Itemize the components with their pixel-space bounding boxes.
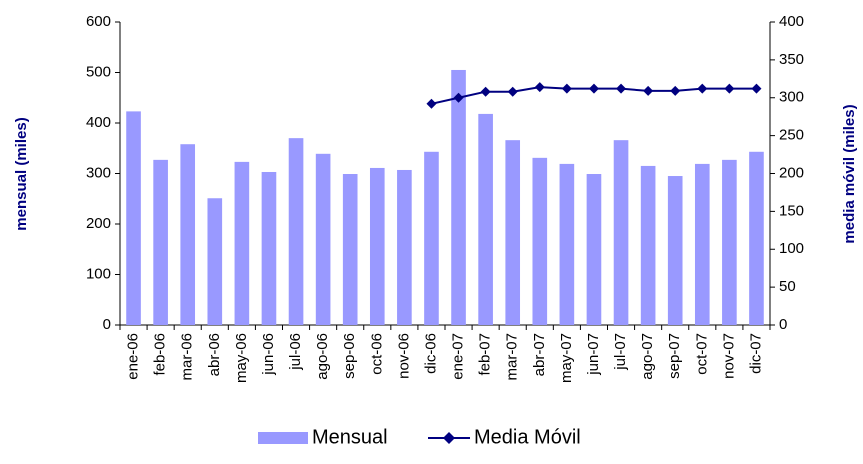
marker	[507, 86, 518, 97]
bar	[532, 157, 548, 325]
bar	[505, 140, 521, 325]
y-tick-label: 500	[86, 63, 111, 80]
x-tick-label: feb-06	[152, 333, 169, 376]
y2-tick-label: 200	[779, 164, 804, 181]
x-tick-label: mar-06	[179, 333, 196, 381]
x-tick-label: dic-06	[422, 333, 439, 374]
y-tick-label: 600	[86, 13, 111, 30]
bar	[288, 138, 304, 325]
marker	[588, 83, 599, 94]
marker	[724, 83, 735, 94]
bar	[722, 159, 737, 325]
bar	[640, 165, 656, 325]
bar	[126, 111, 141, 325]
x-tick-label: may-06	[233, 333, 250, 383]
y-tick-label: 400	[86, 114, 111, 131]
legend-swatch	[258, 432, 308, 444]
x-tick-label: abr-06	[206, 333, 223, 376]
x-tick-label: may-07	[558, 333, 575, 383]
y2-tick-label: 250	[779, 127, 804, 144]
y-tick-label: 200	[86, 215, 111, 232]
y2-tick-label: 400	[779, 13, 804, 30]
x-tick-label: mar-07	[504, 333, 521, 381]
y2-tick-label: 50	[779, 278, 796, 295]
y2-tick-label: 150	[779, 202, 804, 219]
x-tick-label: oct-07	[693, 333, 710, 375]
marker	[670, 85, 681, 96]
legend-label: Media Móvil	[474, 426, 581, 448]
bar	[451, 69, 466, 325]
y2-tick-label: 0	[779, 316, 787, 333]
bar	[478, 113, 493, 325]
x-tick-label: nov-07	[720, 333, 737, 379]
y2-tick-label: 100	[779, 240, 804, 257]
x-tick-label: ago-07	[639, 333, 656, 380]
marker	[643, 85, 654, 96]
legend-label: Mensual	[312, 426, 388, 448]
marker	[480, 86, 491, 97]
marker	[616, 83, 627, 94]
x-tick-label: sep-06	[341, 333, 358, 379]
y-tick-label: 100	[86, 265, 111, 282]
y2-axis-title: media móvil (miles)	[841, 104, 858, 243]
bar	[234, 161, 250, 325]
bar	[315, 153, 331, 325]
bar	[613, 140, 629, 325]
bar	[667, 176, 683, 325]
x-tick-label: dic-07	[747, 333, 764, 374]
x-tick-label: ago-06	[314, 333, 331, 380]
x-tick-label: oct-06	[368, 333, 385, 375]
x-tick-label: jun-07	[585, 333, 602, 376]
y2-tick-label: 300	[779, 89, 804, 106]
bar	[586, 174, 602, 325]
legend-marker	[443, 432, 455, 444]
marker	[426, 98, 437, 109]
marker	[561, 83, 572, 94]
y-axis-title: mensual (miles)	[13, 117, 30, 230]
bar	[153, 159, 168, 325]
bar	[424, 151, 439, 325]
y2-tick-label: 350	[779, 51, 804, 68]
x-tick-label: ene-07	[450, 333, 467, 380]
x-tick-label: jun-06	[260, 333, 277, 376]
bar	[694, 163, 710, 325]
x-tick-label: sep-07	[666, 333, 683, 379]
x-tick-label: jul-07	[612, 333, 629, 371]
y-tick-label: 0	[103, 316, 111, 333]
y-tick-label: 300	[86, 164, 111, 181]
bar	[749, 151, 764, 325]
x-tick-label: abr-07	[531, 333, 548, 376]
bar	[397, 169, 412, 325]
marker	[751, 83, 762, 94]
x-tick-label: feb-07	[477, 333, 494, 376]
x-tick-label: nov-06	[395, 333, 412, 379]
x-tick-label: jul-06	[287, 333, 304, 371]
bar	[369, 167, 385, 325]
bar	[342, 174, 358, 325]
marker	[453, 92, 464, 103]
bar	[261, 171, 277, 325]
bar	[207, 198, 223, 325]
bar	[559, 163, 575, 325]
x-tick-label: ene-06	[125, 333, 142, 380]
bar	[180, 144, 196, 325]
marker	[697, 83, 708, 94]
marker	[534, 82, 545, 93]
